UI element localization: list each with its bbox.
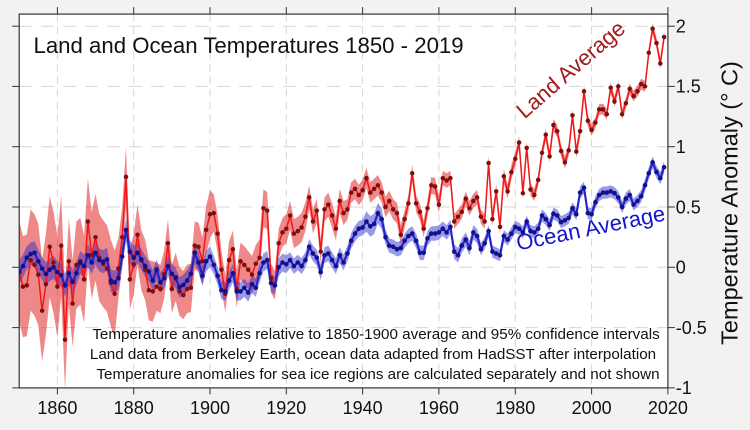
svg-text:1920: 1920 bbox=[266, 398, 306, 418]
svg-text:0: 0 bbox=[676, 258, 686, 278]
svg-text:1880: 1880 bbox=[114, 398, 154, 418]
svg-text:2020: 2020 bbox=[648, 398, 688, 418]
svg-text:1960: 1960 bbox=[419, 398, 459, 418]
svg-text:-0.5: -0.5 bbox=[676, 318, 707, 338]
svg-text:1940: 1940 bbox=[343, 398, 383, 418]
svg-text:2000: 2000 bbox=[572, 398, 612, 418]
svg-text:1980: 1980 bbox=[495, 398, 535, 418]
svg-text:Temperature anomalies for sea: Temperature anomalies for sea ice region… bbox=[96, 366, 659, 383]
svg-text:Land and Ocean Temperatures 18: Land and Ocean Temperatures 1850 - 2019 bbox=[34, 33, 464, 58]
svg-text:Temperature Anomaly (° C): Temperature Anomaly (° C) bbox=[717, 61, 743, 345]
svg-text:1900: 1900 bbox=[190, 398, 230, 418]
svg-text:2: 2 bbox=[676, 17, 686, 37]
svg-text:0.5: 0.5 bbox=[676, 197, 701, 217]
svg-text:1: 1 bbox=[676, 137, 686, 157]
svg-text:-1: -1 bbox=[676, 378, 692, 398]
svg-text:Temperature anomalies relative: Temperature anomalies relative to 1850-1… bbox=[92, 326, 660, 343]
svg-text:1.5: 1.5 bbox=[676, 77, 701, 97]
svg-text:Land data from Berkeley Earth,: Land data from Berkeley Earth, ocean dat… bbox=[90, 346, 656, 363]
svg-text:1860: 1860 bbox=[37, 398, 77, 418]
